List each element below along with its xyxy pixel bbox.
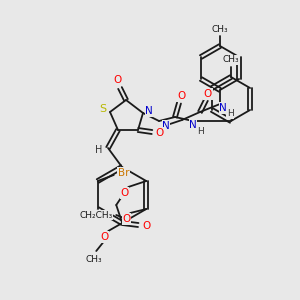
Text: O: O: [156, 128, 164, 138]
Text: N: N: [162, 121, 170, 131]
Text: H: H: [226, 110, 233, 118]
Text: CH₃: CH₃: [212, 26, 228, 34]
Text: N: N: [145, 106, 153, 116]
Text: O: O: [114, 75, 122, 85]
Text: N: N: [189, 120, 197, 130]
Text: N: N: [219, 103, 227, 113]
Text: S: S: [99, 104, 106, 114]
Text: CH₃: CH₃: [86, 254, 103, 263]
Text: O: O: [177, 91, 185, 101]
Text: O: O: [142, 221, 150, 231]
Text: CH₃: CH₃: [223, 56, 239, 64]
Text: O: O: [120, 188, 128, 198]
Text: O: O: [100, 232, 108, 242]
Text: Br: Br: [118, 168, 130, 178]
Text: CH₂CH₃: CH₂CH₃: [80, 211, 113, 220]
Text: O: O: [204, 89, 212, 99]
Text: O: O: [122, 214, 130, 224]
Text: H: H: [196, 127, 203, 136]
Text: H: H: [95, 145, 103, 155]
